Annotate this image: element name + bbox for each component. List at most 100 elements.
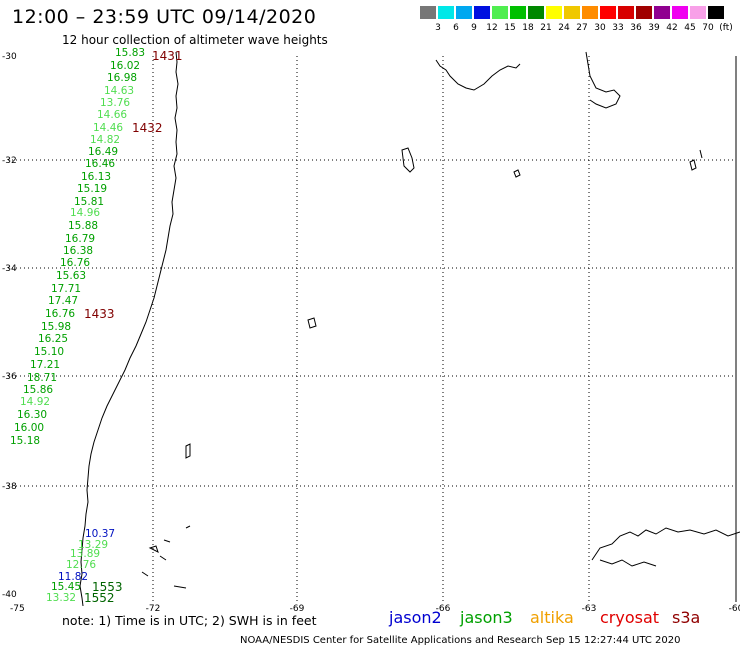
wave-height-value: 13.76: [100, 97, 130, 109]
scale-label: 3: [435, 23, 441, 33]
scale-label: 39: [648, 23, 660, 33]
wave-height-value: 16.13: [81, 171, 111, 183]
wave-height-value: 13.29: [78, 539, 108, 551]
satellite-label: jason2: [389, 608, 442, 627]
scale-label: 36: [630, 23, 642, 33]
scale-label: 45: [684, 23, 696, 33]
scale-label: 42: [666, 23, 678, 33]
wave-height-value: 16.98: [107, 72, 137, 84]
small-islands-south: [141, 525, 191, 589]
wave-height-value: 16.25: [38, 333, 68, 345]
wave-height-value: 18.71: [27, 372, 57, 384]
wave-height-value: 14.63: [104, 85, 134, 97]
longitude-label: -63: [582, 604, 597, 614]
wave-height-value: 15.19: [77, 183, 107, 195]
wave-height-value: 15.98: [41, 321, 71, 333]
brazil-coastline: [585, 51, 621, 109]
map-title: 12:00 – 23:59 UTC 09/14/2020: [12, 6, 317, 28]
scale-swatch: [510, 6, 526, 19]
wave-height-value: 16.00: [14, 422, 44, 434]
latitude-label: -30: [2, 52, 17, 62]
wave-height-value: 15.81: [74, 196, 104, 208]
wave-height-value: 17.47: [48, 295, 78, 307]
wave-height-value: 14.46: [93, 122, 123, 134]
wave-height-value: 16.49: [88, 146, 118, 158]
wave-height-value: 12.76: [66, 559, 96, 571]
graticule-grid: [8, 56, 737, 602]
wave-height-value: 15.88: [68, 220, 98, 232]
wave-height-value: 16.02: [110, 60, 140, 72]
satellite-label: s3a: [672, 608, 701, 627]
scale-label: 9: [471, 23, 477, 33]
longitude-label: -69: [290, 604, 305, 614]
latitude-label: -36: [2, 372, 17, 382]
longitude-label: -75: [10, 604, 25, 614]
wave-height-value: 16.46: [85, 158, 115, 170]
orbit-label: 1433: [84, 307, 115, 321]
satellite-label: altika: [530, 608, 574, 627]
orbit-label: 1431: [152, 49, 183, 63]
scale-swatch: [618, 6, 634, 19]
wave-height-value: 15.10: [34, 346, 64, 358]
wave-height-value: 17.21: [30, 359, 60, 371]
longitude-label: -72: [146, 604, 161, 614]
scale-label: 33: [612, 23, 624, 33]
small-island-4: [307, 317, 317, 329]
latitude-label: -32: [2, 156, 17, 166]
scale-swatch: [420, 6, 436, 19]
scale-swatch: [564, 6, 580, 19]
wave-height-value: 10.37: [85, 528, 115, 540]
small-island-5: [185, 443, 191, 459]
small-island-1: [401, 147, 415, 173]
small-island-2: [513, 169, 521, 178]
wave-height-value: 13.32: [46, 592, 76, 604]
scale-swatch: [546, 6, 562, 19]
scale-label: 18: [522, 23, 534, 33]
wave-height-value: 14.66: [97, 109, 127, 121]
falkland-islands: [591, 527, 740, 561]
scale-swatch: [582, 6, 598, 19]
scale-swatch: [690, 6, 706, 19]
wave-height-value: 15.86: [23, 384, 53, 396]
wave-height-value: 17.71: [51, 283, 81, 295]
scale-swatch: [474, 6, 490, 19]
uruguay-coastline: [435, 59, 521, 91]
satellite-label: jason3: [460, 608, 513, 627]
scale-swatch: [438, 6, 454, 19]
scale-swatch: [456, 6, 472, 19]
scale-label: 30: [594, 23, 606, 33]
scale-unit: (ft): [719, 23, 733, 33]
longitude-label: -60: [729, 604, 740, 614]
latitude-label: -38: [2, 482, 17, 492]
small-island-3: [689, 149, 703, 171]
wave-height-value: 16.38: [63, 245, 93, 257]
scale-label: 24: [558, 23, 570, 33]
orbit-label: 1432: [132, 121, 163, 135]
credit-line: NOAA/NESDIS Center for Satellite Applica…: [240, 635, 681, 646]
latitude-label: -34: [2, 264, 17, 274]
scale-swatch: [528, 6, 544, 19]
wave-height-value: 11.82: [58, 571, 88, 583]
wave-height-value: 15.63: [56, 270, 86, 282]
wave-height-value: 14.92: [20, 396, 50, 408]
scale-swatch: [636, 6, 652, 19]
wave-height-value: 16.79: [65, 233, 95, 245]
scale-label: 12: [486, 23, 498, 33]
orbit-label: 1552: [84, 591, 115, 605]
scale-swatch: [654, 6, 670, 19]
wave-height-value: 16.30: [17, 409, 47, 421]
wave-height-value: 15.45: [51, 581, 81, 593]
wave-height-value: 16.76: [60, 257, 90, 269]
scale-swatch: [492, 6, 508, 19]
wave-height-value: 13.89: [70, 548, 100, 560]
latitude-label: -40: [2, 590, 17, 600]
satellite-label: cryosat: [600, 608, 660, 627]
scale-swatch: [672, 6, 688, 19]
south-america-coastline: [79, 51, 179, 607]
longitude-label: -66: [436, 604, 451, 614]
wave-height-value: 15.18: [10, 435, 40, 447]
map-subtitle: 12 hour collection of altimeter wave hei…: [62, 33, 328, 47]
wave-height-value: 15.83: [115, 47, 145, 59]
scale-label: 21: [540, 23, 552, 33]
